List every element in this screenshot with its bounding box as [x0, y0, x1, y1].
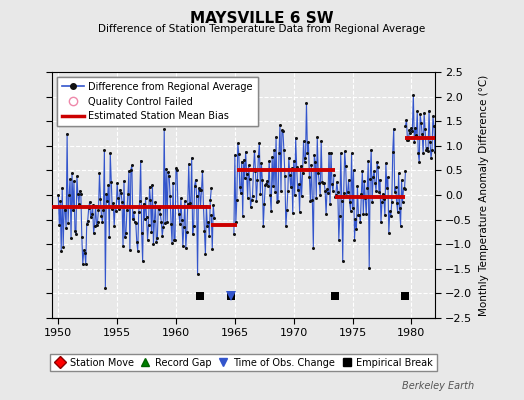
Text: MAYSVILLE 6 SW: MAYSVILLE 6 SW [190, 11, 334, 26]
Legend: Station Move, Record Gap, Time of Obs. Change, Empirical Break: Station Move, Record Gap, Time of Obs. C… [50, 354, 437, 371]
Y-axis label: Monthly Temperature Anomaly Difference (°C): Monthly Temperature Anomaly Difference (… [479, 74, 489, 316]
Text: Difference of Station Temperature Data from Regional Average: Difference of Station Temperature Data f… [99, 24, 425, 34]
Text: Berkeley Earth: Berkeley Earth [402, 381, 474, 391]
